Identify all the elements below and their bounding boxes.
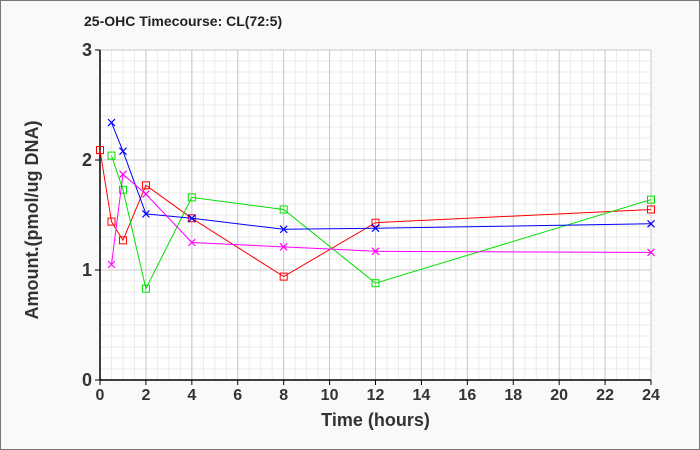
data-point-blue: [141, 209, 150, 218]
x-tick-label: 8: [279, 387, 288, 404]
x-axis-label: Time (hours): [321, 410, 430, 430]
y-tick-label: 2: [82, 150, 92, 170]
x-tick-label: 14: [413, 387, 431, 404]
data-point-magenta: [187, 238, 196, 247]
data-point-blue: [107, 118, 116, 127]
data-point-blue: [187, 214, 196, 223]
data-point-blue: [371, 224, 380, 233]
data-point-blue: [279, 225, 288, 234]
x-tick-label: 6: [233, 387, 242, 404]
data-point-magenta: [279, 242, 288, 251]
x-tick-label: 18: [504, 387, 522, 404]
data-point-red: [96, 146, 104, 155]
data-point-red: [371, 218, 380, 227]
data-point-red: [107, 217, 116, 226]
data-point-magenta: [647, 248, 655, 257]
data-point-magenta: [141, 190, 150, 199]
series-line-green: [111, 155, 652, 291]
series-blue: [107, 118, 655, 234]
data-point-blue: [119, 147, 127, 156]
series-red: [96, 146, 655, 281]
x-tick-label: 16: [458, 387, 476, 404]
x-tick-label: 22: [596, 387, 614, 404]
y-tick-label: 0: [82, 370, 92, 390]
y-tick-label: 3: [82, 40, 92, 60]
x-tick-label: 4: [187, 387, 196, 404]
data-point-magenta: [119, 170, 127, 179]
x-tick-label: 20: [550, 387, 568, 404]
y-axis-label: Amount.(pmol/ug DNA): [22, 121, 42, 320]
data-point-red: [118, 236, 127, 245]
data-point-blue: [647, 219, 655, 228]
data-point-green: [118, 185, 127, 194]
data-point-magenta: [107, 260, 116, 269]
x-tick-label: 2: [141, 387, 150, 404]
chart-title: 25-OHC Timecourse: CL(72:5): [84, 13, 283, 29]
data-point-green: [371, 279, 380, 288]
data-point-red: [279, 272, 288, 281]
data-point-green: [141, 284, 150, 293]
x-tick-label: 0: [96, 387, 105, 404]
data-point-magenta: [371, 247, 380, 256]
x-tick-label: 12: [367, 387, 385, 404]
data-point-red: [141, 181, 150, 190]
y-tick-label: 1: [82, 260, 92, 280]
x-tick-label: 24: [642, 387, 660, 404]
x-tick-label: 10: [321, 387, 339, 404]
data-point-green: [647, 195, 655, 204]
data-point-green: [107, 151, 116, 160]
series-magenta: [107, 170, 655, 269]
data-point-green: [187, 193, 196, 202]
data-point-green: [279, 205, 288, 214]
series-green: [107, 151, 655, 293]
data-point-red: [647, 205, 655, 214]
